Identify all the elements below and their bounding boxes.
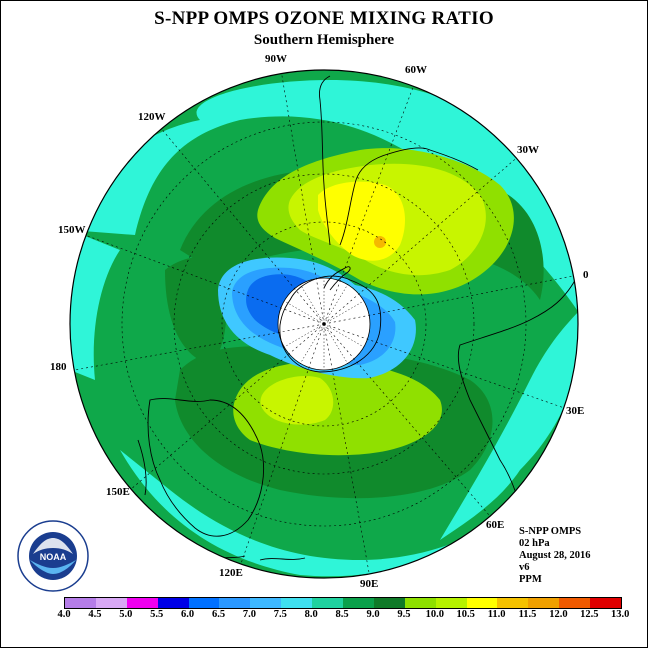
colorbar-swatch bbox=[126, 598, 158, 608]
colorbar-tick-label: 10.5 bbox=[456, 609, 475, 620]
colorbar-tick-label: 8.0 bbox=[304, 609, 318, 620]
label-60e: 60E bbox=[486, 519, 504, 531]
colorbar-tick-label: 12.0 bbox=[549, 609, 568, 620]
colorbar-swatch bbox=[65, 598, 96, 608]
colorbar-tick-label: 5.5 bbox=[150, 609, 164, 620]
africa-coast bbox=[457, 274, 578, 506]
colorbar-swatch bbox=[435, 598, 467, 608]
colorbar-tick-label: 12.5 bbox=[580, 609, 599, 620]
colorbar-swatch bbox=[95, 598, 127, 608]
noaa-logo-text: NOAA bbox=[40, 552, 67, 562]
colorbar-swatch bbox=[343, 598, 374, 608]
label-90e: 90E bbox=[360, 578, 378, 590]
cyan-region-north bbox=[70, 80, 578, 330]
colorbar bbox=[64, 597, 623, 609]
graticule bbox=[74, 70, 578, 578]
map-subtitle: Southern Hemisphere bbox=[253, 32, 395, 48]
australia-coast bbox=[147, 398, 265, 537]
colorbar-ticks: 4.0 4.5 5.0 5.5 6.0 6.5 7.0 7.5 8.0 8.5 9.0 9.5 10.0… bbox=[52, 609, 629, 623]
colorbar-tick-label: 4.5 bbox=[88, 609, 102, 620]
noaa-logo: NOAA bbox=[17, 520, 89, 592]
south-america-coast bbox=[319, 75, 479, 246]
colorbar-swatch bbox=[590, 598, 622, 608]
orange-spot bbox=[374, 236, 386, 248]
cyan-region-east bbox=[440, 300, 578, 540]
antarctic-peninsula bbox=[323, 266, 351, 291]
colorbar-swatch bbox=[373, 598, 405, 608]
colorbar-swatch bbox=[312, 598, 344, 608]
colorbar-tick-label: 13.0 bbox=[611, 609, 630, 620]
colorbar-tick-label: 8.5 bbox=[335, 609, 349, 620]
label-150w: 150W bbox=[58, 224, 86, 236]
colorbar-tick-label: 6.5 bbox=[211, 609, 226, 620]
colorbar-swatch bbox=[559, 598, 591, 608]
info-level: 02 hPa bbox=[519, 538, 550, 549]
darkgreen-ring-west bbox=[165, 257, 230, 365]
label-60w: 60W bbox=[405, 64, 427, 76]
label-120w: 120W bbox=[138, 111, 166, 123]
info-date: August 28, 2016 bbox=[519, 550, 591, 561]
info-block: S-NPP OMPS 02 hPa August 28, 2016 v6 PPM bbox=[519, 526, 590, 586]
colorbar-swatch bbox=[466, 598, 498, 608]
colorbar-tick-label: 6.0 bbox=[181, 609, 195, 620]
info-instrument: S-NPP OMPS bbox=[519, 526, 582, 537]
label-30w: 30W bbox=[517, 144, 539, 156]
colorbar-tick-label: 10.0 bbox=[425, 609, 444, 620]
colorbar-swatch bbox=[219, 598, 251, 608]
colorbar-tick-label: 11.5 bbox=[518, 609, 537, 620]
map-title: S-NPP OMPS OZONE MIXING RATIO bbox=[154, 8, 494, 29]
map-border bbox=[69, 69, 579, 579]
colorbar-tick-label: 5.0 bbox=[119, 609, 133, 620]
cyan-region-south bbox=[120, 450, 510, 577]
colorbar-tick-label: 9.0 bbox=[366, 609, 380, 620]
colorbar-swatch bbox=[528, 598, 560, 608]
antarctica-coast bbox=[279, 275, 382, 373]
colorbar-tick-label: 9.5 bbox=[397, 609, 411, 620]
colorbar-swatch bbox=[250, 598, 282, 608]
lime-region-south bbox=[260, 375, 334, 425]
colorbar-swatch bbox=[281, 598, 313, 608]
info-version: v6 bbox=[519, 562, 530, 573]
colorbar-swatch bbox=[157, 598, 189, 608]
label-120e: 120E bbox=[219, 567, 243, 579]
colorbar-tick-label: 11.0 bbox=[487, 609, 506, 620]
info-units: PPM bbox=[519, 574, 542, 585]
colorbar-tick-label: 7.5 bbox=[273, 609, 287, 620]
colorbar-swatch bbox=[404, 598, 436, 608]
label-30e: 30E bbox=[566, 405, 584, 417]
label-0: 0 bbox=[583, 269, 589, 281]
label-90w: 90W bbox=[265, 53, 287, 65]
colorbar-tick-label: 4.0 bbox=[57, 609, 71, 620]
label-150e: 150E bbox=[106, 486, 130, 498]
pole-spokes bbox=[284, 278, 364, 370]
colorbar-swatch bbox=[188, 598, 220, 608]
label-180: 180 bbox=[50, 361, 67, 373]
colorbar-swatch bbox=[497, 598, 529, 608]
colorbar-tick-label: 7.0 bbox=[242, 609, 256, 620]
